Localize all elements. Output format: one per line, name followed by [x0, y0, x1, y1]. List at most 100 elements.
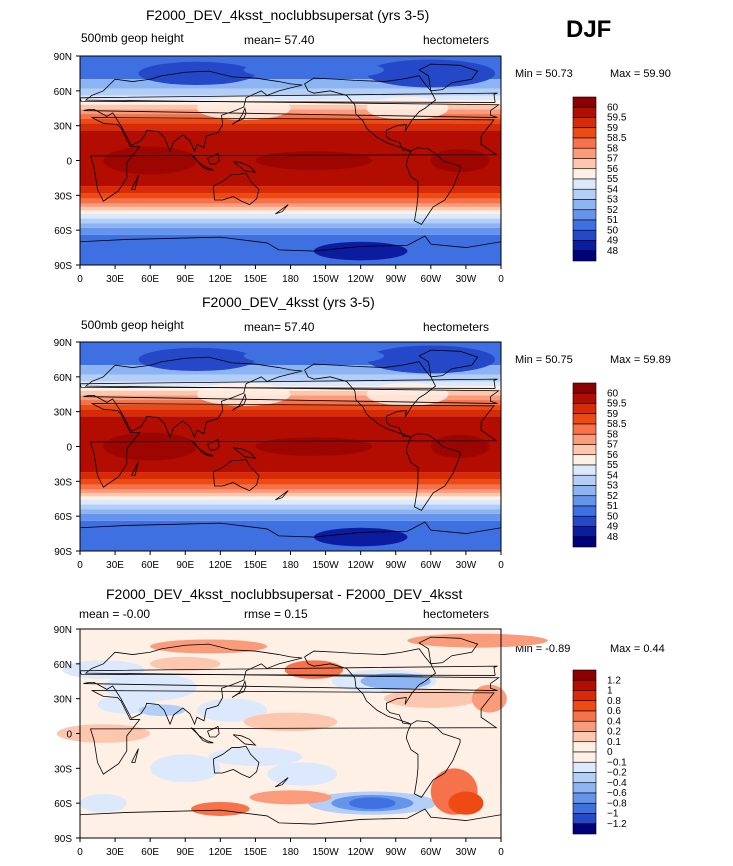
- panel-3-colorbar-swatch: [572, 782, 597, 794]
- panel-1-colorbar-swatch: [572, 240, 597, 252]
- panel-2-colorbar-swatch: [572, 515, 597, 527]
- panel-1-lat-label: 30N: [54, 122, 72, 133]
- panel-2-colorbar-label: 58: [607, 429, 619, 440]
- panel-1-colorbar-label: 54: [607, 184, 619, 195]
- panel-2-colorbar-swatch: [572, 403, 597, 415]
- panel-2-max: Max = 59.89: [610, 354, 671, 366]
- panel-1-colorbar-swatch: [572, 158, 597, 170]
- panel-3-colorbar-swatch: [572, 700, 597, 712]
- panel-2-colorbar-label: 53: [607, 481, 619, 492]
- panel-2-mean-label: mean= 57.40: [244, 320, 315, 334]
- panel-1-colorbar-label: 59: [607, 123, 619, 134]
- panel-1-colorbar-label: 49: [607, 236, 619, 247]
- panel-3-colorbar-label: 0.8: [607, 696, 621, 707]
- panel-1-lat-label: 90S: [54, 261, 72, 272]
- panel-2-coastlines: [79, 349, 502, 538]
- panel-3-lat-label: 60S: [54, 799, 72, 810]
- panel-1-colorbar-label: 51: [607, 215, 619, 226]
- panel-1-colorbar-swatch: [572, 209, 597, 221]
- panel-3-colorbar-swatch: [572, 802, 597, 814]
- panel-2-lon-label: 180: [282, 560, 299, 571]
- panel-1-colorbar-label: 56: [607, 164, 619, 175]
- panel-1-lon-label: 0: [77, 274, 83, 285]
- panel-2-colorbar-swatch: [572, 536, 597, 548]
- panel-2-colorbar-swatch: [572, 433, 597, 445]
- panel-3-colorbar-label: −0.1: [607, 757, 627, 768]
- panel-1-colorbar-label: 52: [607, 205, 619, 216]
- panel-2-colorbar-label: 56: [607, 450, 619, 461]
- panel-1-lat-label: 0: [66, 157, 72, 168]
- panel-2-colorbar-label: 55: [607, 460, 619, 471]
- panel-2-colorbar-label: 51: [607, 501, 619, 512]
- panel-3-colorbar-label: 0.1: [607, 737, 621, 748]
- panel-2-lon-label: 150W: [313, 560, 340, 571]
- panel-2-lon-label: 30E: [106, 560, 124, 571]
- panel-2-colorbar-label: 52: [607, 491, 619, 502]
- panel-2-colorbar-label: 57: [607, 440, 619, 451]
- panel-2-colorbar-swatch: [572, 505, 597, 517]
- panel-3-rmse-label: rmse = 0.15: [244, 607, 308, 621]
- panel-3-lat-label: 0: [66, 730, 72, 741]
- panel-3-lon-label: 180: [282, 847, 299, 858]
- panel-2-colorbar-swatch: [572, 464, 597, 476]
- panel-2-min: Min = 50.75: [515, 354, 573, 366]
- panel-3-colorbar-swatch: [572, 772, 597, 784]
- panel-2-colorbar-swatch: [572, 526, 597, 538]
- panel-2-colorbar-label: 58.5: [607, 419, 627, 430]
- panel-1-colorbar-label: 53: [607, 195, 619, 206]
- panel-2-lon-label: 0: [498, 560, 504, 571]
- panel-1-field: [80, 56, 501, 265]
- panel-2-colorbar-label: 60: [607, 388, 619, 399]
- panel-2-lat-label: 30S: [54, 477, 72, 488]
- panel-1-lat-label: 60S: [54, 226, 72, 237]
- panel-1-colorbar-swatch: [572, 137, 597, 149]
- panel-2-colorbar-swatch: [572, 423, 597, 435]
- panel-3-lon-label: 0: [498, 847, 504, 858]
- panel-1-colorbar-swatch: [572, 178, 597, 190]
- panel-3-min: Min = -0.89: [515, 643, 571, 655]
- panel-3-lon-label: 60W: [421, 847, 442, 858]
- panel-2-title: F2000_DEV_4ksst (yrs 3-5): [202, 294, 375, 310]
- panel-2-lat-label: 0: [66, 443, 72, 454]
- panel-3-colorbar-swatch: [572, 710, 597, 722]
- panel-1-colorbar-label: 58.5: [607, 133, 627, 144]
- panel-1-title: F2000_DEV_4ksst_noclubbsupersat (yrs 3-5…: [146, 7, 430, 23]
- panel-1-lon-label: 60E: [141, 274, 159, 285]
- panel-3-colorbar-label: −0.4: [607, 778, 627, 789]
- panel-1-colorbar-swatch: [572, 147, 597, 159]
- panel-1-colorbar-label: 50: [607, 225, 619, 236]
- panel-1-max: Max = 59.90: [610, 68, 671, 80]
- panel-3-title: F2000_DEV_4ksst_noclubbsupersat - F2000_…: [106, 586, 463, 602]
- panel-3-lon-label: 120W: [348, 847, 375, 858]
- panel-2-colorbar-swatch: [572, 392, 597, 404]
- panel-2-lon-label: 0: [77, 560, 83, 571]
- panel-2-lon-label: 30W: [456, 560, 477, 571]
- panel-3-coastlines: [79, 636, 502, 825]
- panel-1-colorbar-label: 55: [607, 174, 619, 185]
- panel-1-colorbar-swatch: [572, 199, 597, 211]
- panel-1-colorbar-swatch: [572, 168, 597, 180]
- panel-2-colorbar-label: 50: [607, 511, 619, 522]
- panel-1-min: Min = 50.73: [515, 68, 573, 80]
- panel-1-coastlines: [79, 63, 502, 252]
- panel-1-lon-label: 90W: [385, 274, 406, 285]
- panel-3-colorbar-label: 1.2: [607, 675, 621, 686]
- panel-1-lat-label: 90N: [54, 52, 72, 63]
- panel-1-lat-label: 60N: [54, 87, 72, 98]
- panel-1-lon-label: 180: [282, 274, 299, 285]
- panel-1-colorbar-label: 59.5: [607, 113, 627, 124]
- panel-1-colorbar-label: 57: [607, 154, 619, 165]
- panel-2-colorbar-swatch: [572, 413, 597, 425]
- panel-1-colorbar-label: 48: [607, 246, 619, 257]
- panel-1-colorbar-swatch: [572, 250, 597, 262]
- panel-3-lat-label: 90N: [54, 625, 72, 636]
- panel-2-colorbar-label: 48: [607, 532, 619, 543]
- panel-3-colorbar-swatch: [572, 720, 597, 732]
- panel-2-colorbar-label: 59: [607, 409, 619, 420]
- panel-3-colorbar-label: −0.8: [607, 798, 627, 809]
- panel-1-mean-label: mean= 57.40: [244, 33, 315, 47]
- panel-2-colorbar-label: 49: [607, 522, 619, 533]
- panel-2-colorbar-swatch: [572, 454, 597, 466]
- panel-2-lon-label: 120E: [209, 560, 233, 571]
